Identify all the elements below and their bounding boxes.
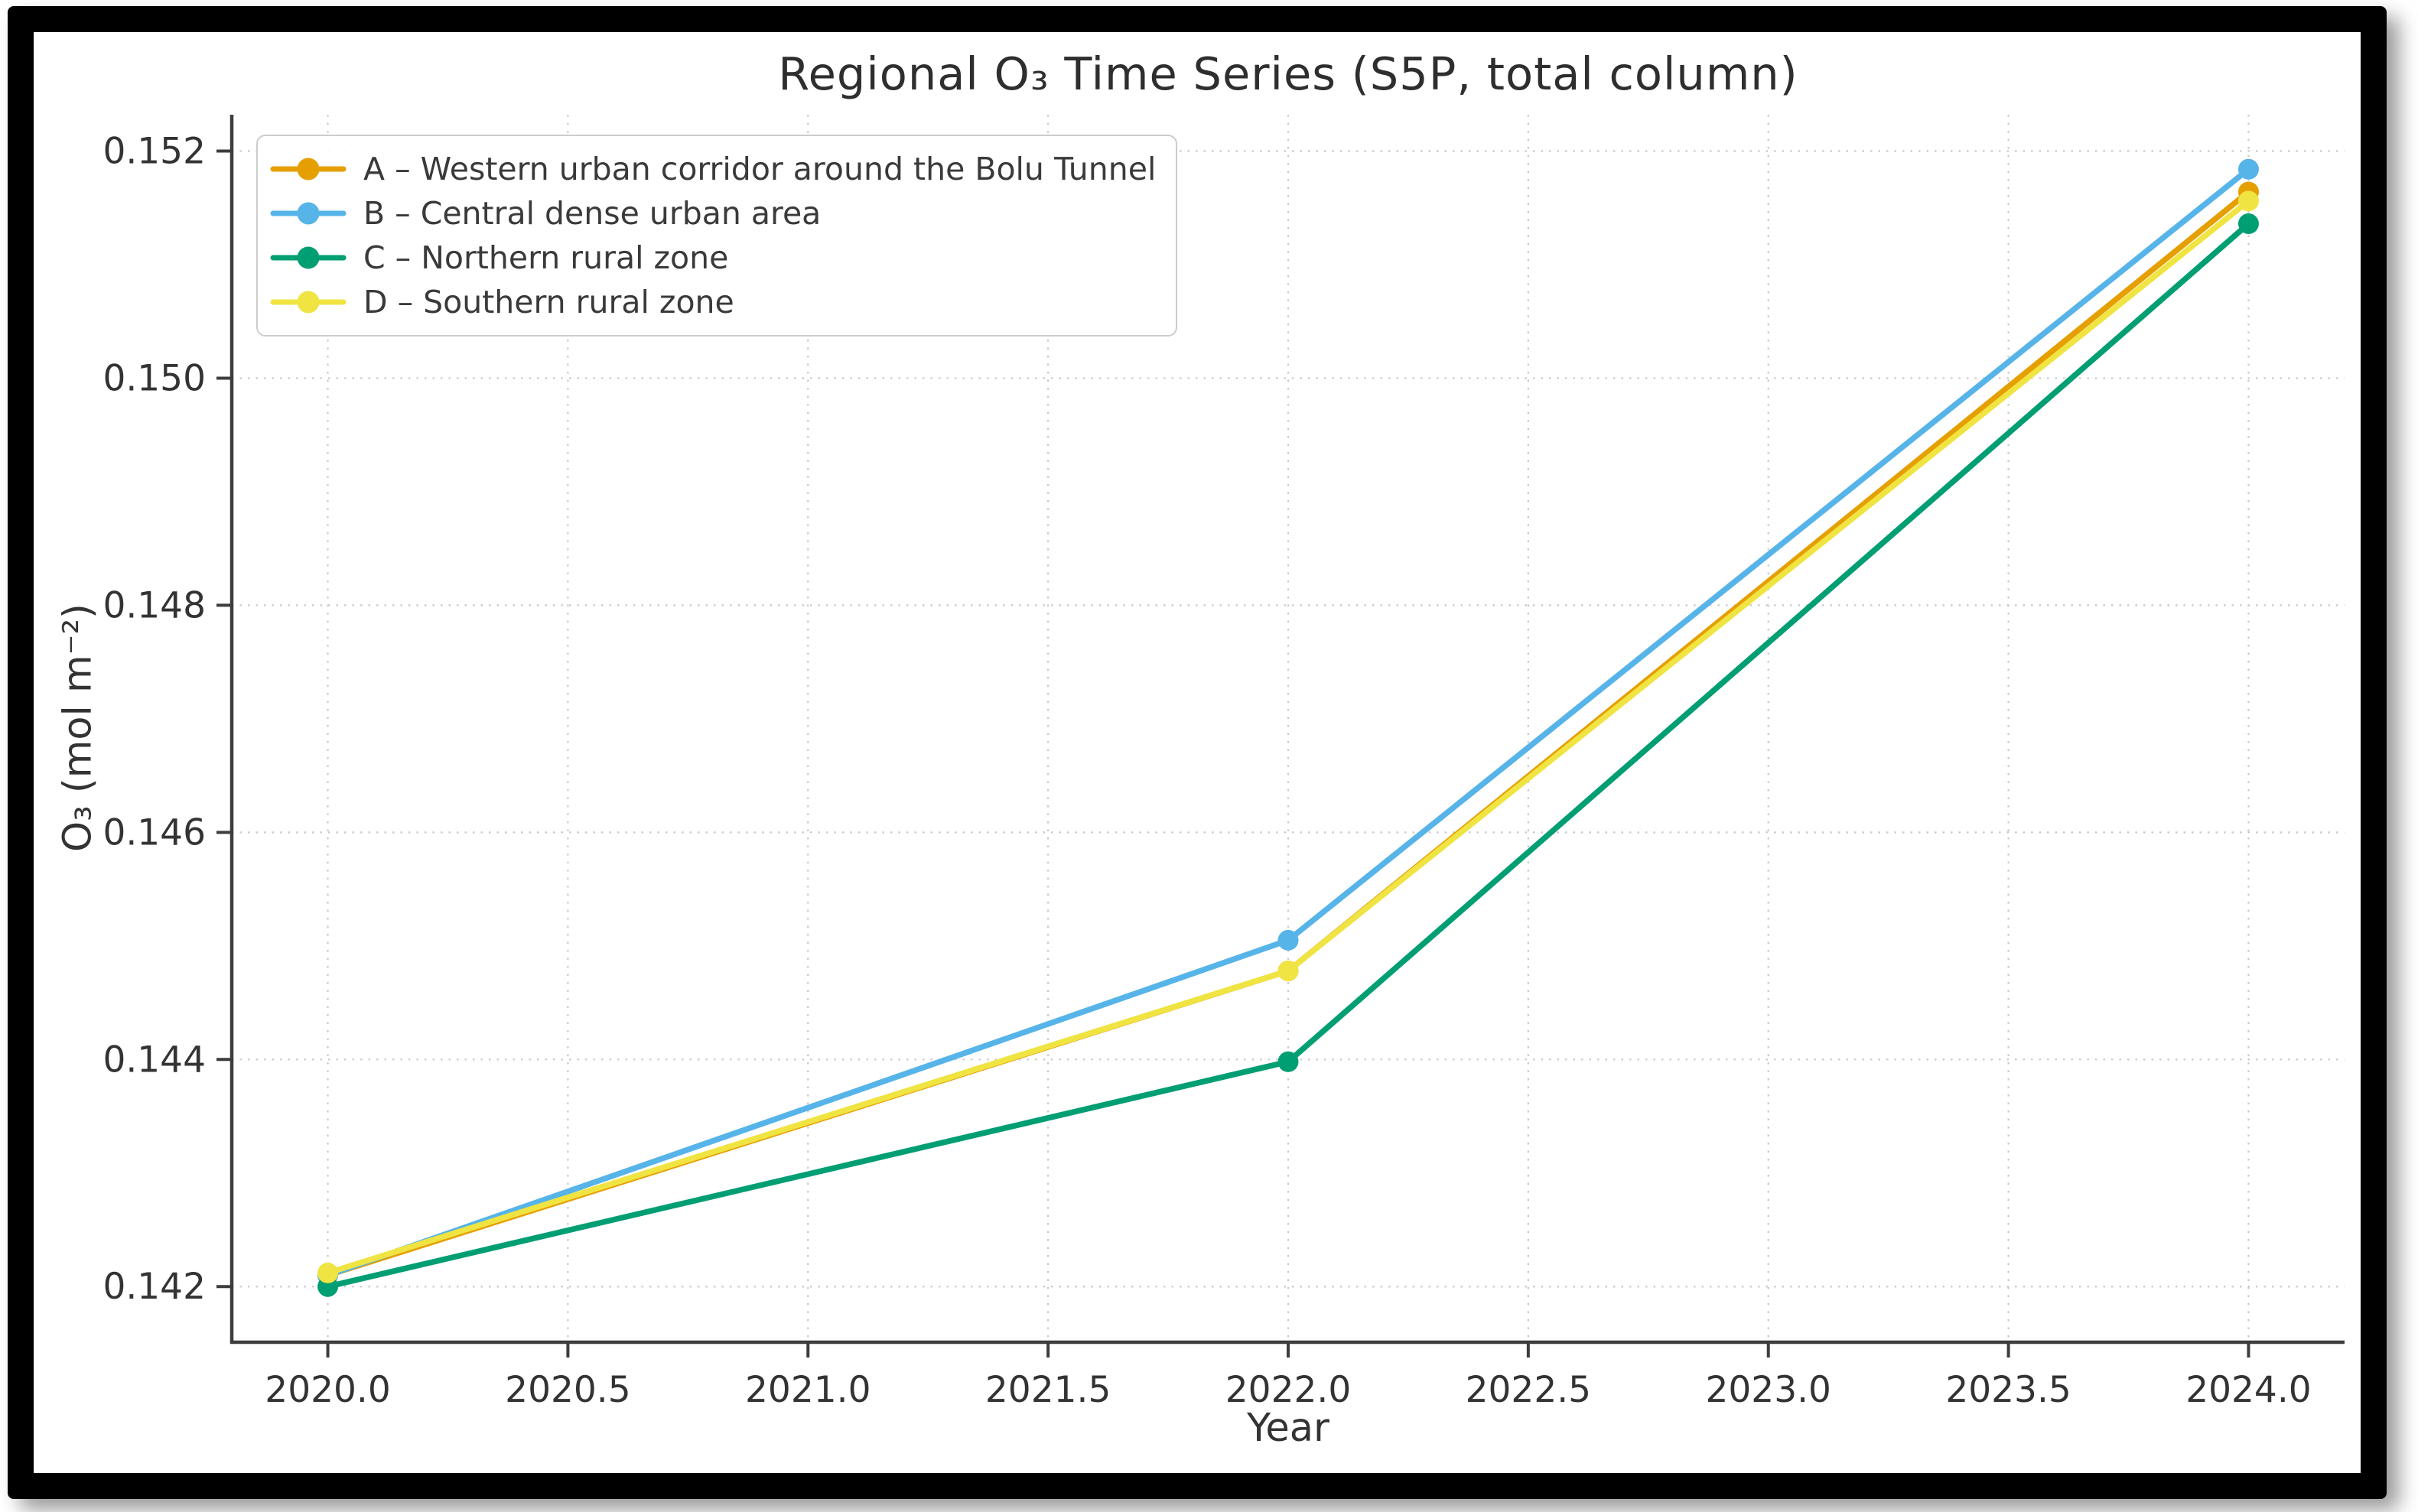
x-tick-label: 2020.0 (265, 1369, 390, 1411)
y-tick-label: 0.152 (103, 131, 206, 173)
data-marker-D (317, 1262, 339, 1283)
data-marker-C (1277, 1051, 1299, 1072)
x-tick-label: 2023.5 (1945, 1369, 2071, 1411)
legend-label: C – Northern rural zone (363, 239, 729, 276)
legend-marker-icon (270, 246, 347, 269)
data-marker-D (2237, 190, 2259, 212)
legend-label: A – Western urban corridor around the Bo… (363, 151, 1157, 187)
chart-title: Regional O₃ Time Series (S5P, total colu… (778, 47, 1798, 100)
legend-item-c: C – Northern rural zone (270, 236, 1156, 280)
y-tick-label: 0.142 (103, 1266, 206, 1308)
x-tick-label: 2020.5 (505, 1369, 630, 1411)
y-tick-label: 0.146 (103, 811, 206, 854)
legend-marker-icon (270, 202, 347, 225)
data-marker-B (1277, 929, 1299, 951)
legend-label: B – Central dense urban area (363, 195, 822, 232)
x-tick-label: 2024.0 (2185, 1369, 2311, 1411)
legend-item-b: B – Central dense urban area (270, 191, 1156, 236)
legend-dot (297, 291, 320, 314)
x-tick-label: 2021.5 (985, 1369, 1111, 1411)
legend-dot (297, 202, 320, 225)
x-tick-label: 2021.0 (745, 1369, 871, 1411)
data-marker-B (2237, 158, 2259, 180)
data-marker-D (1277, 960, 1299, 981)
legend-dot (297, 158, 320, 180)
x-tick-label: 2022.0 (1225, 1369, 1351, 1411)
legend-dot (297, 246, 320, 269)
legend: A – Western urban corridor around the Bo… (256, 135, 1178, 337)
legend-item-d: D – Southern rural zone (270, 280, 1156, 324)
y-tick-label: 0.150 (103, 357, 206, 399)
x-tick-label: 2023.0 (1705, 1369, 1831, 1411)
legend-item-a: A – Western urban corridor around the Bo… (270, 147, 1156, 191)
x-tick-label: 2022.5 (1466, 1369, 1591, 1411)
y-tick-label: 0.148 (103, 584, 206, 626)
data-marker-C (2237, 213, 2259, 235)
x-axis-label: Year (1247, 1406, 1329, 1451)
y-tick-label: 0.144 (103, 1039, 206, 1081)
legend-label: D – Southern rural zone (363, 284, 734, 320)
legend-marker-icon (270, 158, 347, 180)
y-axis-label: O₃ (mol m⁻²) (55, 603, 101, 852)
legend-marker-icon (270, 291, 347, 314)
